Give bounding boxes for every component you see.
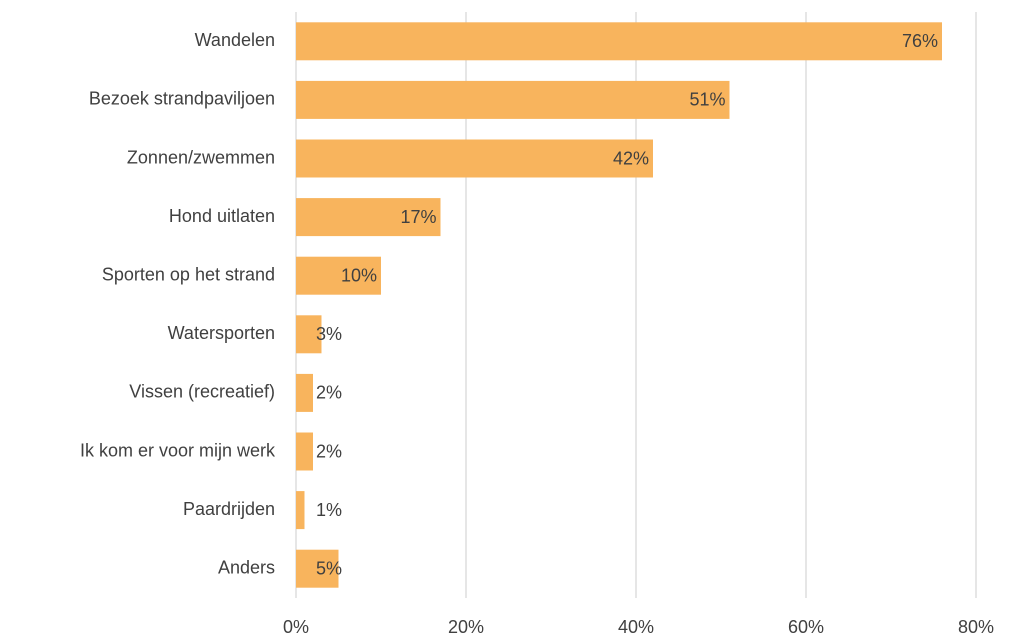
y-tick-label: Vissen (recreatief) bbox=[129, 382, 275, 402]
bar bbox=[296, 432, 313, 471]
x-tick-label: 20% bbox=[448, 617, 484, 637]
bar bbox=[296, 315, 322, 354]
data-label: 76% bbox=[902, 31, 938, 51]
bar bbox=[296, 549, 339, 588]
y-tick-label: Zonnen/zwemmen bbox=[127, 147, 275, 167]
data-label: 51% bbox=[689, 90, 725, 110]
bar bbox=[296, 256, 381, 295]
x-tick-label: 60% bbox=[788, 617, 824, 637]
bar bbox=[296, 198, 441, 237]
data-label: 5% bbox=[316, 558, 342, 578]
bar bbox=[296, 139, 653, 178]
data-label: 17% bbox=[400, 207, 436, 227]
y-tick-label: Anders bbox=[218, 557, 275, 577]
data-label: 3% bbox=[316, 324, 342, 344]
data-label: 2% bbox=[316, 441, 342, 461]
bar bbox=[296, 80, 730, 119]
x-tick-label: 40% bbox=[618, 617, 654, 637]
y-tick-label: Hond uitlaten bbox=[169, 206, 275, 226]
data-label: 10% bbox=[341, 265, 377, 285]
y-tick-label: Watersporten bbox=[168, 323, 275, 343]
y-tick-label: Sporten op het strand bbox=[102, 264, 275, 284]
x-tick-label: 0% bbox=[283, 617, 309, 637]
y-tick-label: Bezoek strandpaviljoen bbox=[89, 89, 275, 109]
bar bbox=[296, 491, 305, 530]
x-tick-label: 80% bbox=[958, 617, 994, 637]
data-label: 42% bbox=[613, 148, 649, 168]
bar bbox=[296, 22, 942, 61]
data-label: 2% bbox=[316, 383, 342, 403]
y-tick-label: Wandelen bbox=[195, 30, 275, 50]
data-label: 1% bbox=[316, 500, 342, 520]
y-tick-label: Paardrijden bbox=[183, 499, 275, 519]
bar bbox=[296, 373, 313, 412]
y-tick-label: Ik kom er voor mijn werk bbox=[80, 440, 276, 460]
